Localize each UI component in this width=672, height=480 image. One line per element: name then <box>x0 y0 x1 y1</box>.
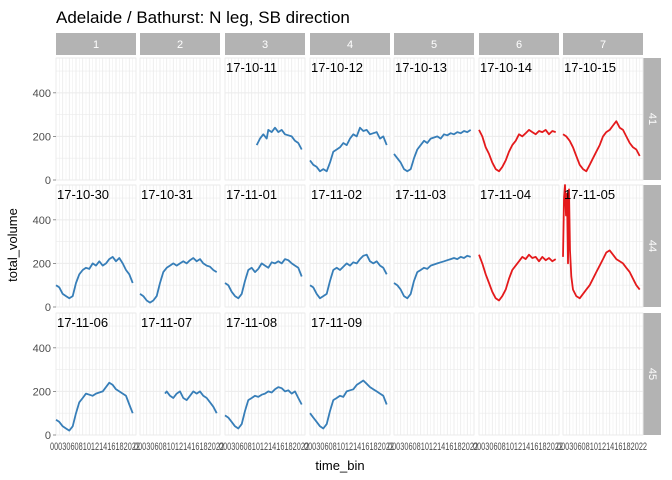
facet-panel <box>478 312 560 436</box>
column-strip-label: 7 <box>600 39 606 51</box>
column-strip-label: 2 <box>177 39 183 51</box>
panel-date-label: 17-11-08 <box>226 315 277 330</box>
facet-panel <box>139 184 221 308</box>
series-line <box>139 257 218 304</box>
series-line <box>393 254 471 300</box>
panel-date-label: 17-10-15 <box>564 60 616 75</box>
y-tick-label: 200 <box>33 258 51 270</box>
facet-panel <box>309 184 391 308</box>
panel-date-label: 17-11-03 <box>395 187 446 202</box>
y-tick-label: 0 <box>45 430 51 442</box>
series-line <box>393 129 472 173</box>
facet-panel <box>562 312 644 436</box>
panel-date-label: 17-11-01 <box>226 187 277 202</box>
x-tick-label: 0003060810121416182022 <box>134 441 224 453</box>
x-axis-title: time_bin <box>315 458 364 473</box>
panel-date-label: 17-11-05 <box>564 187 615 202</box>
x-tick-label: 0003060810121416182022 <box>388 441 478 453</box>
facet-panel <box>309 57 391 181</box>
y-tick-label: 400 <box>33 343 51 355</box>
x-tick-label: 0003060810121416182022 <box>304 441 394 453</box>
y-tick-label: 200 <box>33 131 51 143</box>
series-line <box>309 126 388 173</box>
series-line <box>309 253 388 300</box>
series-line <box>164 390 218 414</box>
x-tick-label: 0003060810121416182022 <box>50 441 140 453</box>
column-strip <box>394 33 474 55</box>
column-strip <box>479 33 559 55</box>
facet-panel <box>393 57 475 181</box>
column-strip-label: 5 <box>431 39 437 51</box>
chart-title: Adelaide / Bathurst: N leg, SB direction <box>56 8 350 27</box>
series-line <box>55 381 134 432</box>
facet-panel <box>478 184 560 308</box>
panel-date-label: 17-10-14 <box>480 60 532 75</box>
facet-panel <box>478 57 560 181</box>
facet-panel <box>562 184 644 308</box>
series-line <box>255 126 303 150</box>
x-tick-label: 0003060810121416182022 <box>219 441 309 453</box>
series-line <box>55 255 134 300</box>
column-strip-label: 6 <box>516 39 522 51</box>
row-strip-label: 44 <box>646 240 658 252</box>
column-strip-label: 3 <box>262 39 268 51</box>
facet-panel <box>224 57 306 181</box>
y-tick-label: 0 <box>45 302 51 314</box>
row-strip-label: 45 <box>646 368 658 380</box>
panel-date-label: 17-11-09 <box>311 315 362 330</box>
row-strip <box>643 185 661 307</box>
panel-date-label: 17-11-04 <box>480 187 531 202</box>
y-tick-label: 400 <box>33 215 51 227</box>
y-tick-label: 200 <box>33 386 51 398</box>
series-line <box>478 253 557 302</box>
row-strip <box>643 58 661 180</box>
facet-panel <box>139 57 221 181</box>
facet-panel <box>139 312 221 436</box>
row-strip-label: 41 <box>646 113 658 125</box>
panel-date-label: 17-11-02 <box>311 187 362 202</box>
facet-panel <box>224 184 306 308</box>
panel-date-label: 17-10-12 <box>311 60 363 75</box>
column-strip <box>225 33 305 55</box>
panel-date-label: 17-10-13 <box>395 60 447 75</box>
y-tick-label: 400 <box>33 88 51 100</box>
facet-panel <box>393 184 475 308</box>
series-line <box>224 258 303 300</box>
y-tick-label: 0 <box>45 175 51 187</box>
panel-date-label: 17-10-30 <box>57 187 109 202</box>
facet-panel <box>562 57 644 181</box>
column-strip-label: 4 <box>347 39 353 51</box>
row-strip <box>643 313 661 435</box>
facet-panel <box>55 312 137 436</box>
facet-panel <box>55 57 137 181</box>
panel-date-label: 17-10-11 <box>226 60 277 75</box>
column-strip <box>310 33 390 55</box>
facet-panel <box>55 184 137 308</box>
column-strip-label: 1 <box>93 39 99 51</box>
facet-panel <box>224 312 306 436</box>
x-tick-label: 0003060810121416182022 <box>557 441 647 453</box>
y-axis-title: total_volume <box>5 208 20 282</box>
column-strip <box>563 33 643 55</box>
panel-date-label: 17-11-07 <box>141 315 192 330</box>
panel-date-label: 17-10-31 <box>141 187 193 202</box>
panel-date-label: 17-11-06 <box>57 315 108 330</box>
facet-grid: 1 2 3 4 5 6 7414445020040002004000200400000306… <box>33 33 661 453</box>
facet-panel <box>309 312 391 436</box>
series-line <box>224 386 303 430</box>
column-strip <box>56 33 136 55</box>
series-line <box>562 120 641 173</box>
series-line <box>562 184 641 300</box>
column-strip <box>140 33 220 55</box>
x-tick-label: 0003060810121416182022 <box>473 441 563 453</box>
series-line <box>309 379 388 430</box>
facet-panel <box>393 312 475 436</box>
series-line <box>478 128 556 173</box>
